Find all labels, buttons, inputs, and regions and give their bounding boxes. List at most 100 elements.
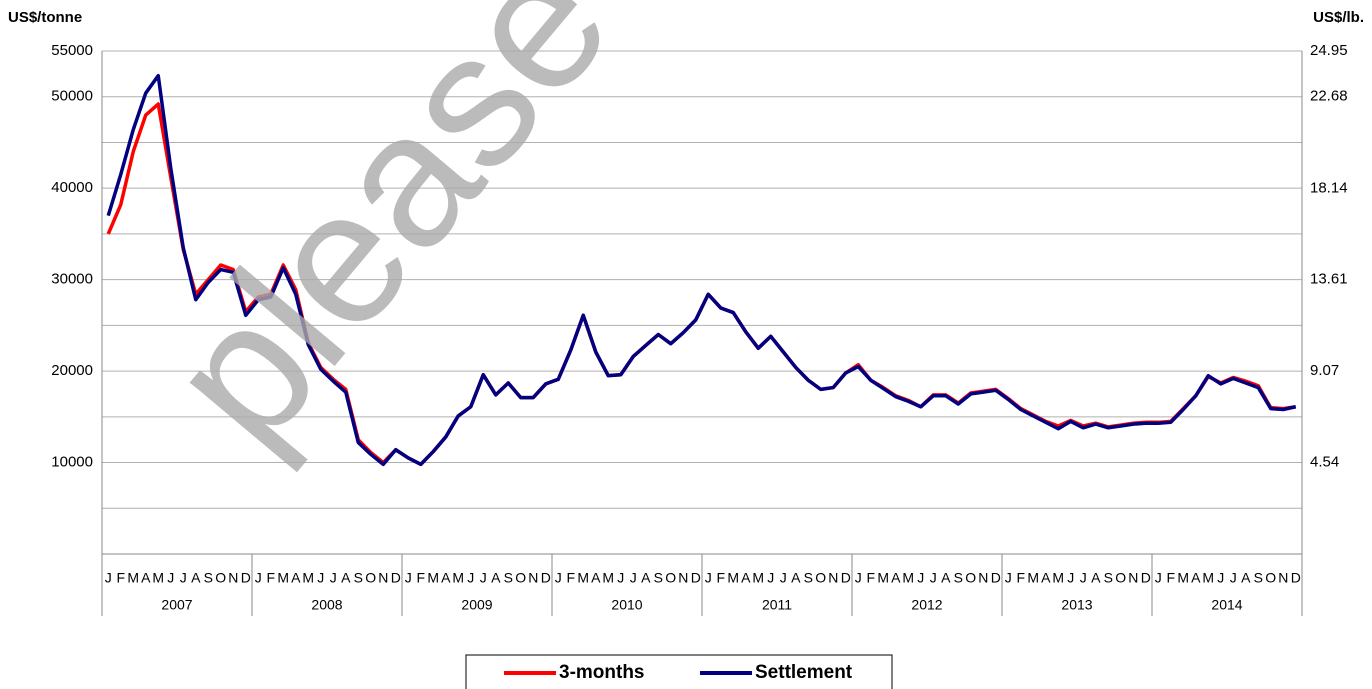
y-tick-label: 20000 (51, 362, 93, 379)
x-tick-label: A (791, 570, 801, 586)
legend-label: Settlement (755, 662, 853, 683)
x-tick-label: O (1265, 570, 1276, 586)
x-tick-label: J (167, 570, 174, 586)
x-tick-label: J (767, 570, 774, 586)
x-tick-label: J (1067, 570, 1074, 586)
x-tick-label: F (416, 570, 425, 586)
x-tick-label: S (354, 570, 363, 586)
x-tick-label: N (528, 570, 538, 586)
x-tick-label: N (378, 570, 388, 586)
y2-axis-title: US$/lb. (1313, 9, 1364, 26)
group-label: 2011 (762, 597, 792, 613)
x-tick-label: J (1005, 570, 1012, 586)
x-tick-label: J (180, 570, 187, 586)
x-tick-label: J (467, 570, 474, 586)
x-tick-label: D (1291, 570, 1301, 586)
x-tick-label: M (302, 570, 314, 586)
group-label: 2012 (911, 597, 942, 613)
x-tick-label: J (405, 570, 412, 586)
x-tick-label: M (452, 570, 464, 586)
x-tick-label: F (566, 570, 575, 586)
legend-label: 3-months (559, 662, 645, 683)
x-tick-label: A (1091, 570, 1101, 586)
x-tick-label: J (780, 570, 787, 586)
y-tick-label: 50000 (51, 88, 93, 105)
x-tick-label: M (152, 570, 164, 586)
x-tick-label: S (804, 570, 813, 586)
x-tick-label: A (941, 570, 951, 586)
x-tick-label: M (127, 570, 139, 586)
x-tick-label: J (480, 570, 487, 586)
y2-tick-label: 22.68 (1310, 88, 1348, 105)
x-tick-label: D (841, 570, 851, 586)
x-tick-label: S (204, 570, 213, 586)
x-tick-label: M (1202, 570, 1214, 586)
x-tick-label: D (391, 570, 401, 586)
x-tick-label: M (1027, 570, 1039, 586)
group-label: 2009 (461, 597, 492, 613)
y-tick-label: 10000 (51, 454, 93, 471)
group-label: 2008 (311, 597, 342, 613)
x-tick-label: M (727, 570, 739, 586)
x-tick-label: D (241, 570, 251, 586)
x-tick-label: J (617, 570, 624, 586)
x-tick-label: S (504, 570, 513, 586)
x-tick-label: N (678, 570, 688, 586)
x-tick-label: N (1278, 570, 1288, 586)
x-tick-label: N (978, 570, 988, 586)
group-label: 2010 (611, 597, 642, 613)
x-tick-label: F (716, 570, 725, 586)
x-tick-label: J (930, 570, 937, 586)
y-tick-label: 40000 (51, 179, 93, 196)
x-tick-label: J (1155, 570, 1162, 586)
x-tick-label: A (291, 570, 301, 586)
y-axis-title: US$/tonne (8, 9, 82, 26)
x-tick-label: A (191, 570, 201, 586)
x-tick-label: F (1016, 570, 1025, 586)
x-tick-label: A (441, 570, 451, 586)
y2-tick-label: 18.14 (1310, 179, 1348, 196)
x-tick-label: J (317, 570, 324, 586)
x-tick-label: J (1080, 570, 1087, 586)
x-tick-label: M (427, 570, 439, 586)
x-tick-label: O (1115, 570, 1126, 586)
x-tick-label: M (602, 570, 614, 586)
group-label: 2013 (1061, 597, 1092, 613)
x-tick-label: O (215, 570, 226, 586)
x-tick-label: M (877, 570, 889, 586)
x-tick-label: M (1052, 570, 1064, 586)
x-tick-label: D (691, 570, 701, 586)
x-tick-label: J (555, 570, 562, 586)
x-tick-label: J (1217, 570, 1224, 586)
x-tick-label: A (1041, 570, 1051, 586)
y2-tick-label: 13.61 (1310, 271, 1348, 288)
x-tick-label: S (954, 570, 963, 586)
x-tick-label: N (228, 570, 238, 586)
line-series (106, 73, 1297, 467)
x-tick-label: O (965, 570, 976, 586)
x-tick-label: S (1104, 570, 1113, 586)
x-tick-label: A (1241, 570, 1251, 586)
x-tick-label: A (491, 570, 501, 586)
x-tick-label: J (705, 570, 712, 586)
x-tick-label: F (116, 570, 125, 586)
x-tick-label: S (654, 570, 663, 586)
y-tick-label: 30000 (51, 271, 93, 288)
x-tick-label: A (741, 570, 751, 586)
x-tick-label: F (866, 570, 875, 586)
x-tick-label: A (891, 570, 901, 586)
x-tick-label: M (902, 570, 914, 586)
y2-tick-label: 4.54 (1310, 453, 1339, 470)
x-tick-label: M (752, 570, 764, 586)
x-tick-label: M (277, 570, 289, 586)
x-tick-label: D (1141, 570, 1151, 586)
x-tick-label: O (365, 570, 376, 586)
x-tick-label: O (815, 570, 826, 586)
x-tick-label: S (1254, 570, 1263, 586)
x-tick-label: J (855, 570, 862, 586)
x-tick-label: M (1177, 570, 1189, 586)
x-tick-label: D (541, 570, 551, 586)
x-tick-label: A (1191, 570, 1201, 586)
